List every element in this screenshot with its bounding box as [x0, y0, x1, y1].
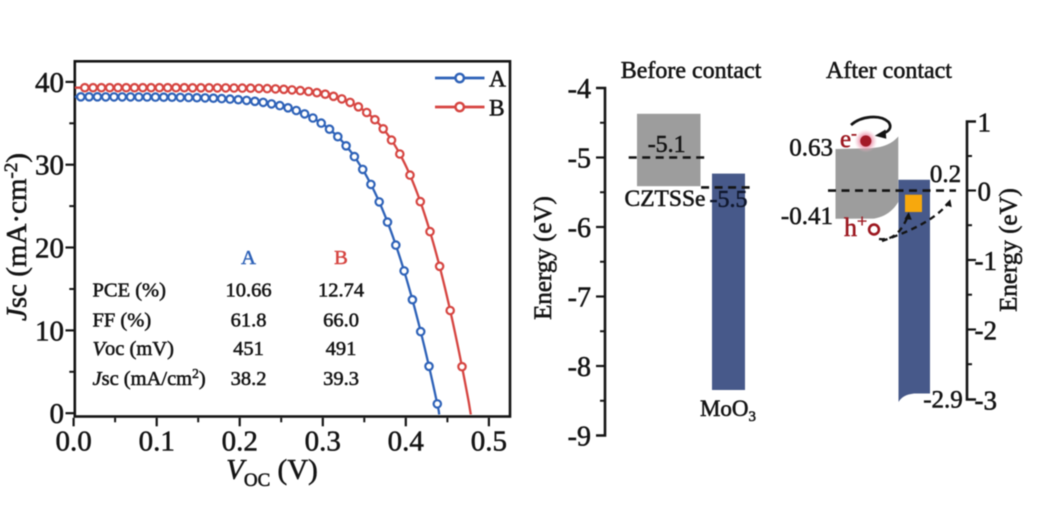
svg-text:Jsc (mA/cm2): Jsc (mA/cm2) [93, 366, 206, 390]
svg-text:-8: -8 [568, 352, 591, 383]
svg-text:Jsc (mA·cm-2): Jsc (mA·cm-2) [1, 153, 33, 321]
svg-text:-2.9: -2.9 [923, 387, 963, 414]
svg-text:0.2: 0.2 [222, 426, 258, 458]
svg-text:0: 0 [978, 177, 992, 207]
svg-text:-5.5: -5.5 [710, 187, 748, 213]
svg-text:PCE (%): PCE (%) [93, 279, 166, 301]
svg-text:Before contact: Before contact [621, 58, 762, 84]
svg-text:10: 10 [35, 315, 64, 347]
svg-text:10.66: 10.66 [225, 279, 271, 301]
svg-text:Energy (eV): Energy (eV) [530, 196, 557, 320]
svg-text:-4: -4 [568, 74, 591, 105]
svg-text:66.0: 66.0 [323, 309, 359, 331]
svg-text:After contact: After contact [826, 58, 952, 84]
svg-text:1: 1 [978, 108, 992, 138]
svg-text:0.5: 0.5 [471, 426, 507, 458]
svg-text:A: A [489, 67, 506, 93]
svg-text:B: B [489, 96, 505, 122]
svg-text:40: 40 [35, 67, 64, 99]
svg-text:0.3: 0.3 [305, 426, 341, 458]
svg-text:-6: -6 [568, 213, 591, 244]
svg-text:-5.1: -5.1 [648, 132, 686, 158]
svg-text:Energy (eV): Energy (eV) [996, 188, 1023, 312]
svg-text:38.2: 38.2 [231, 368, 267, 390]
svg-text:0.0: 0.0 [55, 426, 91, 458]
svg-text:451: 451 [233, 338, 264, 360]
svg-text:30: 30 [35, 150, 64, 182]
svg-text:-2: -2 [975, 316, 998, 346]
svg-text:-3: -3 [975, 386, 998, 416]
svg-text:MoO3: MoO3 [700, 396, 756, 425]
svg-text:A: A [241, 247, 256, 269]
svg-text:0.1: 0.1 [139, 426, 175, 458]
svg-text:-1: -1 [975, 246, 998, 276]
svg-text:-9: -9 [568, 422, 591, 453]
svg-text:61.8: 61.8 [231, 309, 267, 331]
svg-text:-0.41: -0.41 [781, 203, 833, 230]
svg-text:B: B [334, 247, 348, 269]
svg-text:CZTSSe: CZTSSe [625, 186, 706, 212]
svg-text:20: 20 [35, 233, 64, 265]
svg-text:491: 491 [326, 338, 357, 360]
svg-text:Voc (mV): Voc (mV) [93, 338, 174, 360]
svg-text:0.63: 0.63 [789, 135, 833, 162]
svg-text:-7: -7 [568, 283, 591, 314]
svg-text:-5: -5 [568, 144, 591, 175]
svg-text:12.74: 12.74 [318, 279, 364, 301]
svg-text:0.2: 0.2 [930, 161, 961, 188]
svg-text:39.3: 39.3 [323, 368, 359, 390]
svg-text:FF (%): FF (%) [93, 309, 152, 331]
svg-text:0.4: 0.4 [388, 426, 425, 458]
svg-text:VOC (V): VOC (V) [226, 454, 318, 491]
svg-text:0: 0 [50, 398, 65, 430]
